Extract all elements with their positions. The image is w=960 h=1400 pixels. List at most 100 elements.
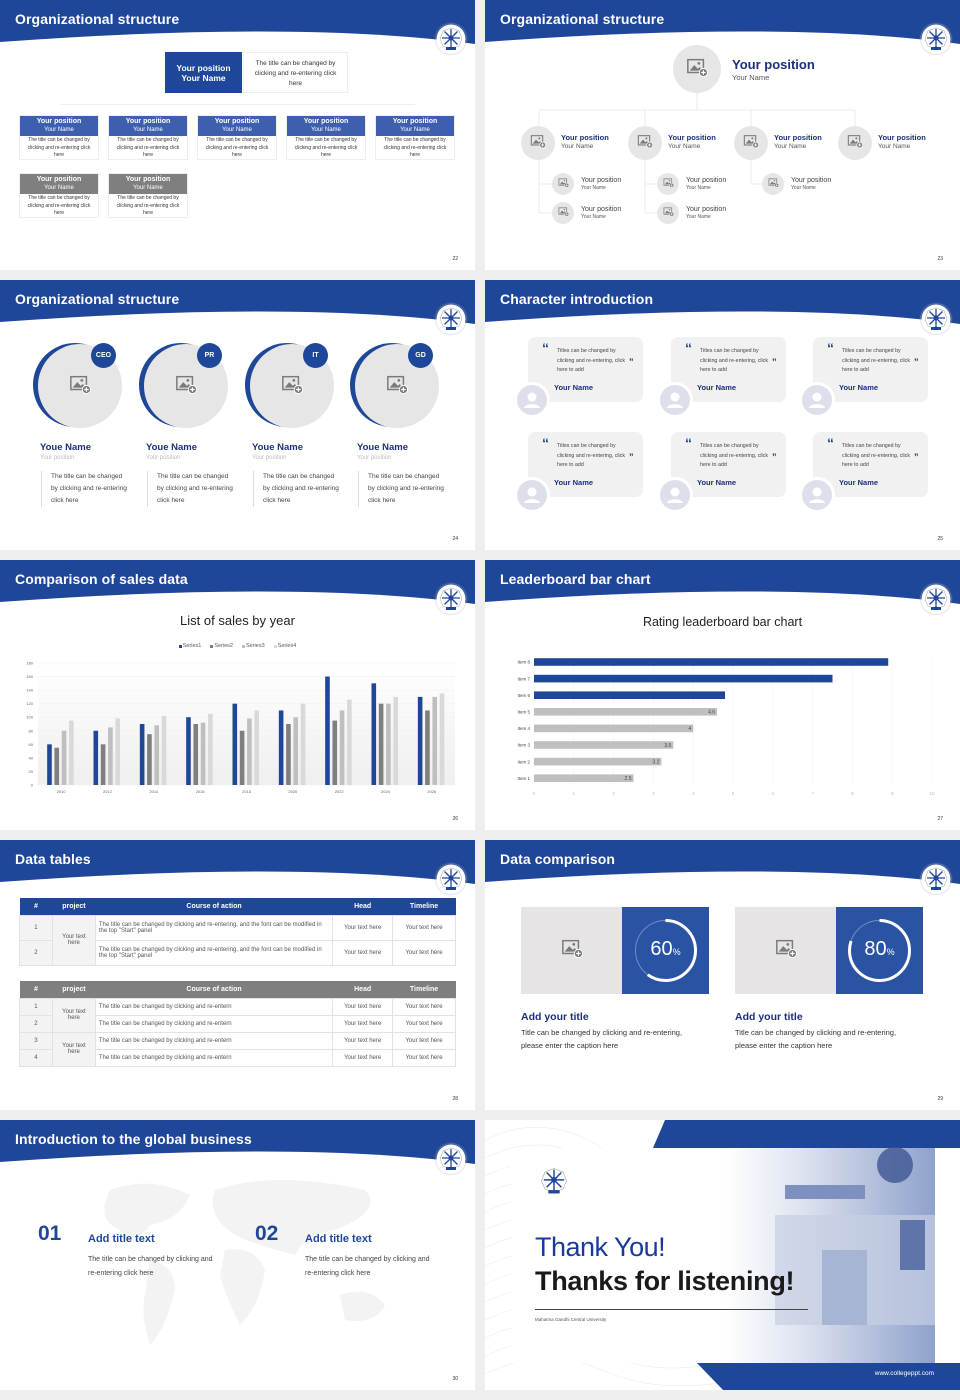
member-position: Your position — [252, 455, 287, 461]
legend-label: Series2 — [214, 643, 233, 649]
member-name: Youe Name — [357, 442, 409, 453]
level1-name: Your Name — [561, 143, 594, 150]
page-number: 26 — [452, 816, 458, 822]
ring-progress — [848, 919, 911, 982]
image-placeholder[interactable] — [552, 173, 574, 195]
close-quote-icon: ” — [914, 357, 919, 367]
website-link[interactable]: www.collegeppt.com — [874, 1370, 934, 1377]
level2-name: Your Name — [581, 214, 606, 220]
header-band — [485, 560, 960, 604]
image-placeholder[interactable] — [838, 126, 872, 160]
level2-position: Your position — [581, 206, 622, 213]
university-logo-icon — [921, 24, 951, 54]
card-description: The title can be changed by clicking and… — [116, 195, 180, 216]
bar-series4-2014 — [161, 715, 167, 785]
header-curve — [0, 560, 475, 604]
x-tick-label: 7 — [811, 791, 814, 796]
member-position: Your position — [146, 455, 181, 461]
item-title: Add title text — [305, 1233, 372, 1245]
position-card[interactable]: Your position Your Name The title can be c… — [286, 115, 366, 160]
bar-series3-2016 — [200, 722, 206, 785]
category-label: Item 2 — [517, 759, 530, 764]
level2-position: Your position — [686, 206, 727, 213]
data-table: # project Course of action Head Timeline 1 You… — [19, 981, 456, 1067]
percent-value: 80% — [836, 938, 923, 961]
y-tick-label: 20 — [29, 769, 34, 774]
header-curve — [0, 280, 475, 324]
column-header: # — [34, 985, 38, 993]
timeline-cell: Your text here — [392, 1048, 456, 1067]
slide-title: Data comparison — [500, 851, 616, 867]
image-placeholder[interactable] — [673, 45, 721, 93]
item-text: The title can be changed by clicking and… — [305, 1256, 430, 1277]
row-number: 4 — [19, 1048, 53, 1067]
position-card[interactable]: Your position Your Name The title can be c… — [19, 115, 99, 160]
data-label: 3.2 — [652, 759, 659, 765]
slide-2: Organizational structure 23 Your position Y… — [485, 0, 960, 270]
position-card[interactable]: Your position Your Name The title can be c… — [19, 173, 99, 218]
position: Your position — [214, 117, 260, 125]
member-position: Your position — [40, 455, 75, 461]
image-placeholder[interactable] — [657, 202, 679, 224]
image-placeholder[interactable] — [552, 202, 574, 224]
card-description: The title can be changed by clicking and… — [116, 137, 180, 158]
head-cell: Your text here — [332, 997, 394, 1016]
position-card[interactable]: Your position Your Name The title can be c… — [108, 173, 188, 218]
image-placeholder[interactable] — [521, 907, 622, 994]
chart-title: List of sales by year — [180, 613, 295, 628]
image-placeholder[interactable] — [734, 126, 768, 160]
quote-text: Titles can be changed by clicking and re… — [842, 348, 911, 373]
member-description: The title can be changed by clicking and… — [253, 471, 341, 507]
quote-text: Titles can be changed by clicking and re… — [700, 443, 769, 468]
bar-series1-2022 — [325, 676, 330, 785]
bar-item-6 — [534, 691, 726, 699]
item-text: The title can be changed by clicking and… — [88, 1256, 213, 1277]
bar-series2-2010 — [54, 747, 60, 785]
page-number: 29 — [937, 1096, 943, 1102]
x-tick-label: 2 — [612, 791, 615, 796]
level2-name: Your Name — [791, 185, 816, 191]
x-tick-label: 2022 — [335, 789, 345, 794]
y-tick-label: 100 — [26, 715, 33, 720]
table-row: 1 Your text here The title can be changed … — [19, 997, 456, 1033]
position-card[interactable]: Your position Your Name The title can be c… — [375, 115, 455, 160]
level2-position: Your position — [581, 177, 622, 184]
position-card[interactable]: Your position Your Name The title can be c… — [197, 115, 277, 160]
header-band — [0, 0, 475, 44]
member-position: Your position — [357, 455, 392, 461]
card-description: The title can be changed by clicking and… — [294, 137, 358, 158]
level2-name: Your Name — [686, 185, 711, 191]
image-placeholder[interactable] — [521, 126, 555, 160]
x-tick-label: 2026 — [427, 789, 437, 794]
position: Your position — [125, 175, 171, 183]
item-number: 02 — [255, 1222, 279, 1245]
bar-series3-2024 — [386, 703, 391, 785]
card-description: The title can be changed by clicking and… — [205, 137, 269, 158]
image-add-icon — [847, 133, 863, 154]
university-logo-icon — [436, 864, 466, 894]
row-number: 2 — [19, 1014, 53, 1033]
x-tick-label: 3 — [652, 791, 655, 796]
position: Your position — [36, 117, 82, 125]
bar-series2-2024 — [378, 703, 384, 785]
y-tick-label: 80 — [29, 728, 34, 733]
bar-item-4 — [534, 724, 694, 733]
top-position-box[interactable]: Your position Your Name — [165, 52, 242, 93]
position-card[interactable]: Your position Your Name The title can be c… — [108, 115, 188, 160]
level1-name: Your Name — [878, 143, 911, 150]
card-description: The title can be changed by clicking and… — [383, 137, 447, 158]
image-placeholder[interactable] — [735, 907, 836, 994]
card-header: Your position Your Name — [109, 174, 187, 194]
legend-item: Series3 — [242, 643, 265, 649]
image-placeholder[interactable] — [628, 126, 662, 160]
legend-swatch — [178, 644, 182, 648]
bar-series3-2026 — [432, 696, 438, 785]
close-quote-icon: ” — [914, 452, 919, 462]
page-number: 22 — [452, 256, 458, 262]
head-cell: Your text here — [332, 1031, 394, 1050]
bar-series4-2010 — [69, 720, 74, 785]
card-header: Your position Your Name — [287, 116, 365, 136]
bar-series3-2014 — [154, 725, 160, 785]
image-placeholder[interactable] — [762, 173, 784, 195]
image-placeholder[interactable] — [657, 173, 679, 195]
